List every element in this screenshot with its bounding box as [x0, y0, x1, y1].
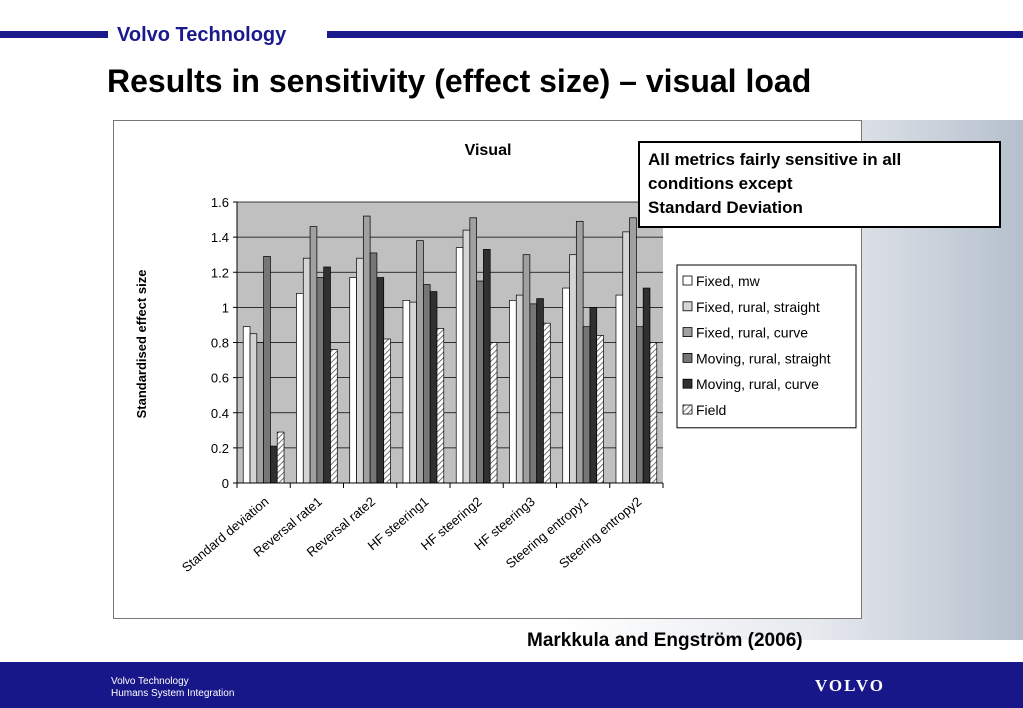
footer-bar	[0, 662, 1023, 708]
chart-legend: Fixed, mw Fixed, rural, straight Fixed, ru…	[676, 264, 857, 429]
legend-label: Field	[696, 402, 726, 418]
bar	[509, 300, 517, 484]
bar	[589, 307, 598, 484]
bar	[629, 217, 637, 484]
y-tick-label: 0	[222, 476, 229, 491]
bar	[575, 220, 584, 484]
legend-swatch	[682, 378, 693, 389]
bar	[622, 231, 630, 484]
bar	[649, 342, 658, 484]
legend-label: Fixed, mw	[696, 273, 761, 289]
bar	[249, 333, 258, 484]
bar	[323, 266, 331, 484]
bar	[309, 226, 318, 484]
legend-label: Fixed, rural, straight	[696, 299, 820, 315]
legend-swatch	[682, 327, 693, 338]
bar-chart: Visual Standardised effect size 0 0.2 0.4 0…	[134, 142, 857, 575]
bar	[469, 217, 477, 484]
bar	[409, 301, 417, 484]
footer-text: Volvo Technology Humans System Integrati…	[111, 676, 234, 700]
citation: Markkula and Engström (2006)	[527, 630, 803, 651]
legend-swatch	[682, 301, 693, 312]
bar	[270, 445, 278, 484]
callout-box: All metrics fairly sensitive in all cond…	[638, 141, 1001, 228]
bar	[455, 247, 464, 484]
bar	[276, 431, 285, 484]
bar	[582, 326, 591, 484]
bar	[536, 298, 544, 484]
bar	[615, 294, 624, 484]
bar	[515, 294, 524, 484]
callout-line-2: conditions except	[648, 174, 793, 193]
bar	[369, 252, 378, 484]
legend-label: Moving, rural, straight	[696, 350, 831, 366]
bar	[356, 257, 364, 484]
x-tick-label: Standard deviation	[179, 494, 272, 575]
bar	[330, 349, 338, 484]
bar	[423, 284, 431, 484]
footer-line-1: Volvo Technology	[111, 676, 189, 687]
bar	[529, 303, 538, 484]
bar	[296, 292, 304, 484]
bar	[543, 322, 551, 484]
y-tick-label: 1.2	[211, 265, 229, 280]
legend-swatch	[682, 275, 693, 286]
legend-label: Moving, rural, curve	[696, 376, 819, 392]
volvo-logo-text: VOLVO	[815, 676, 885, 695]
bar	[429, 291, 438, 484]
y-tick-label: 0.8	[211, 336, 229, 351]
chart-title: Visual	[465, 142, 512, 159]
header-rule-left	[0, 31, 108, 38]
header-rule-right	[327, 31, 1023, 38]
bar	[489, 342, 498, 484]
callout-line-1: All metrics fairly sensitive in all	[648, 150, 902, 169]
legend-label: Fixed, rural, curve	[696, 325, 808, 341]
bar	[256, 342, 264, 484]
y-tick-label: 1.6	[211, 195, 229, 210]
legend-swatch	[682, 352, 693, 363]
bar	[362, 215, 371, 484]
y-tick-label: 0.6	[211, 371, 229, 386]
bar	[522, 254, 531, 484]
bar	[483, 249, 491, 484]
callout-line-3: Standard Deviation	[648, 198, 803, 217]
bar	[416, 240, 424, 484]
bar	[476, 280, 484, 484]
y-tick-label: 0.2	[211, 441, 229, 456]
y-axis-label: Standardised effect size	[134, 270, 149, 419]
bar	[636, 326, 644, 484]
legend-swatch	[682, 404, 693, 415]
bar	[462, 229, 471, 484]
y-tick-label: 1.4	[211, 230, 229, 245]
y-tick-label: 0.4	[211, 406, 229, 421]
bar	[569, 254, 577, 484]
bar	[436, 328, 445, 484]
bar	[263, 256, 271, 484]
bar	[349, 277, 357, 484]
y-tick-label: 1	[222, 300, 229, 315]
bar	[642, 287, 651, 484]
footer-line-2: Humans System Integration	[111, 688, 235, 699]
bar	[596, 335, 604, 484]
bar	[242, 326, 251, 484]
bar	[376, 277, 385, 484]
page-title: Results in sensitivity (effect size) – v…	[107, 63, 812, 99]
bar	[562, 287, 570, 484]
bar	[383, 338, 391, 484]
bar	[316, 277, 325, 484]
bar	[302, 257, 311, 484]
brand-name: Volvo Technology	[117, 24, 287, 46]
bar	[402, 300, 411, 484]
volvo-logo: VOLVO	[815, 676, 885, 695]
legend-box	[676, 264, 857, 429]
